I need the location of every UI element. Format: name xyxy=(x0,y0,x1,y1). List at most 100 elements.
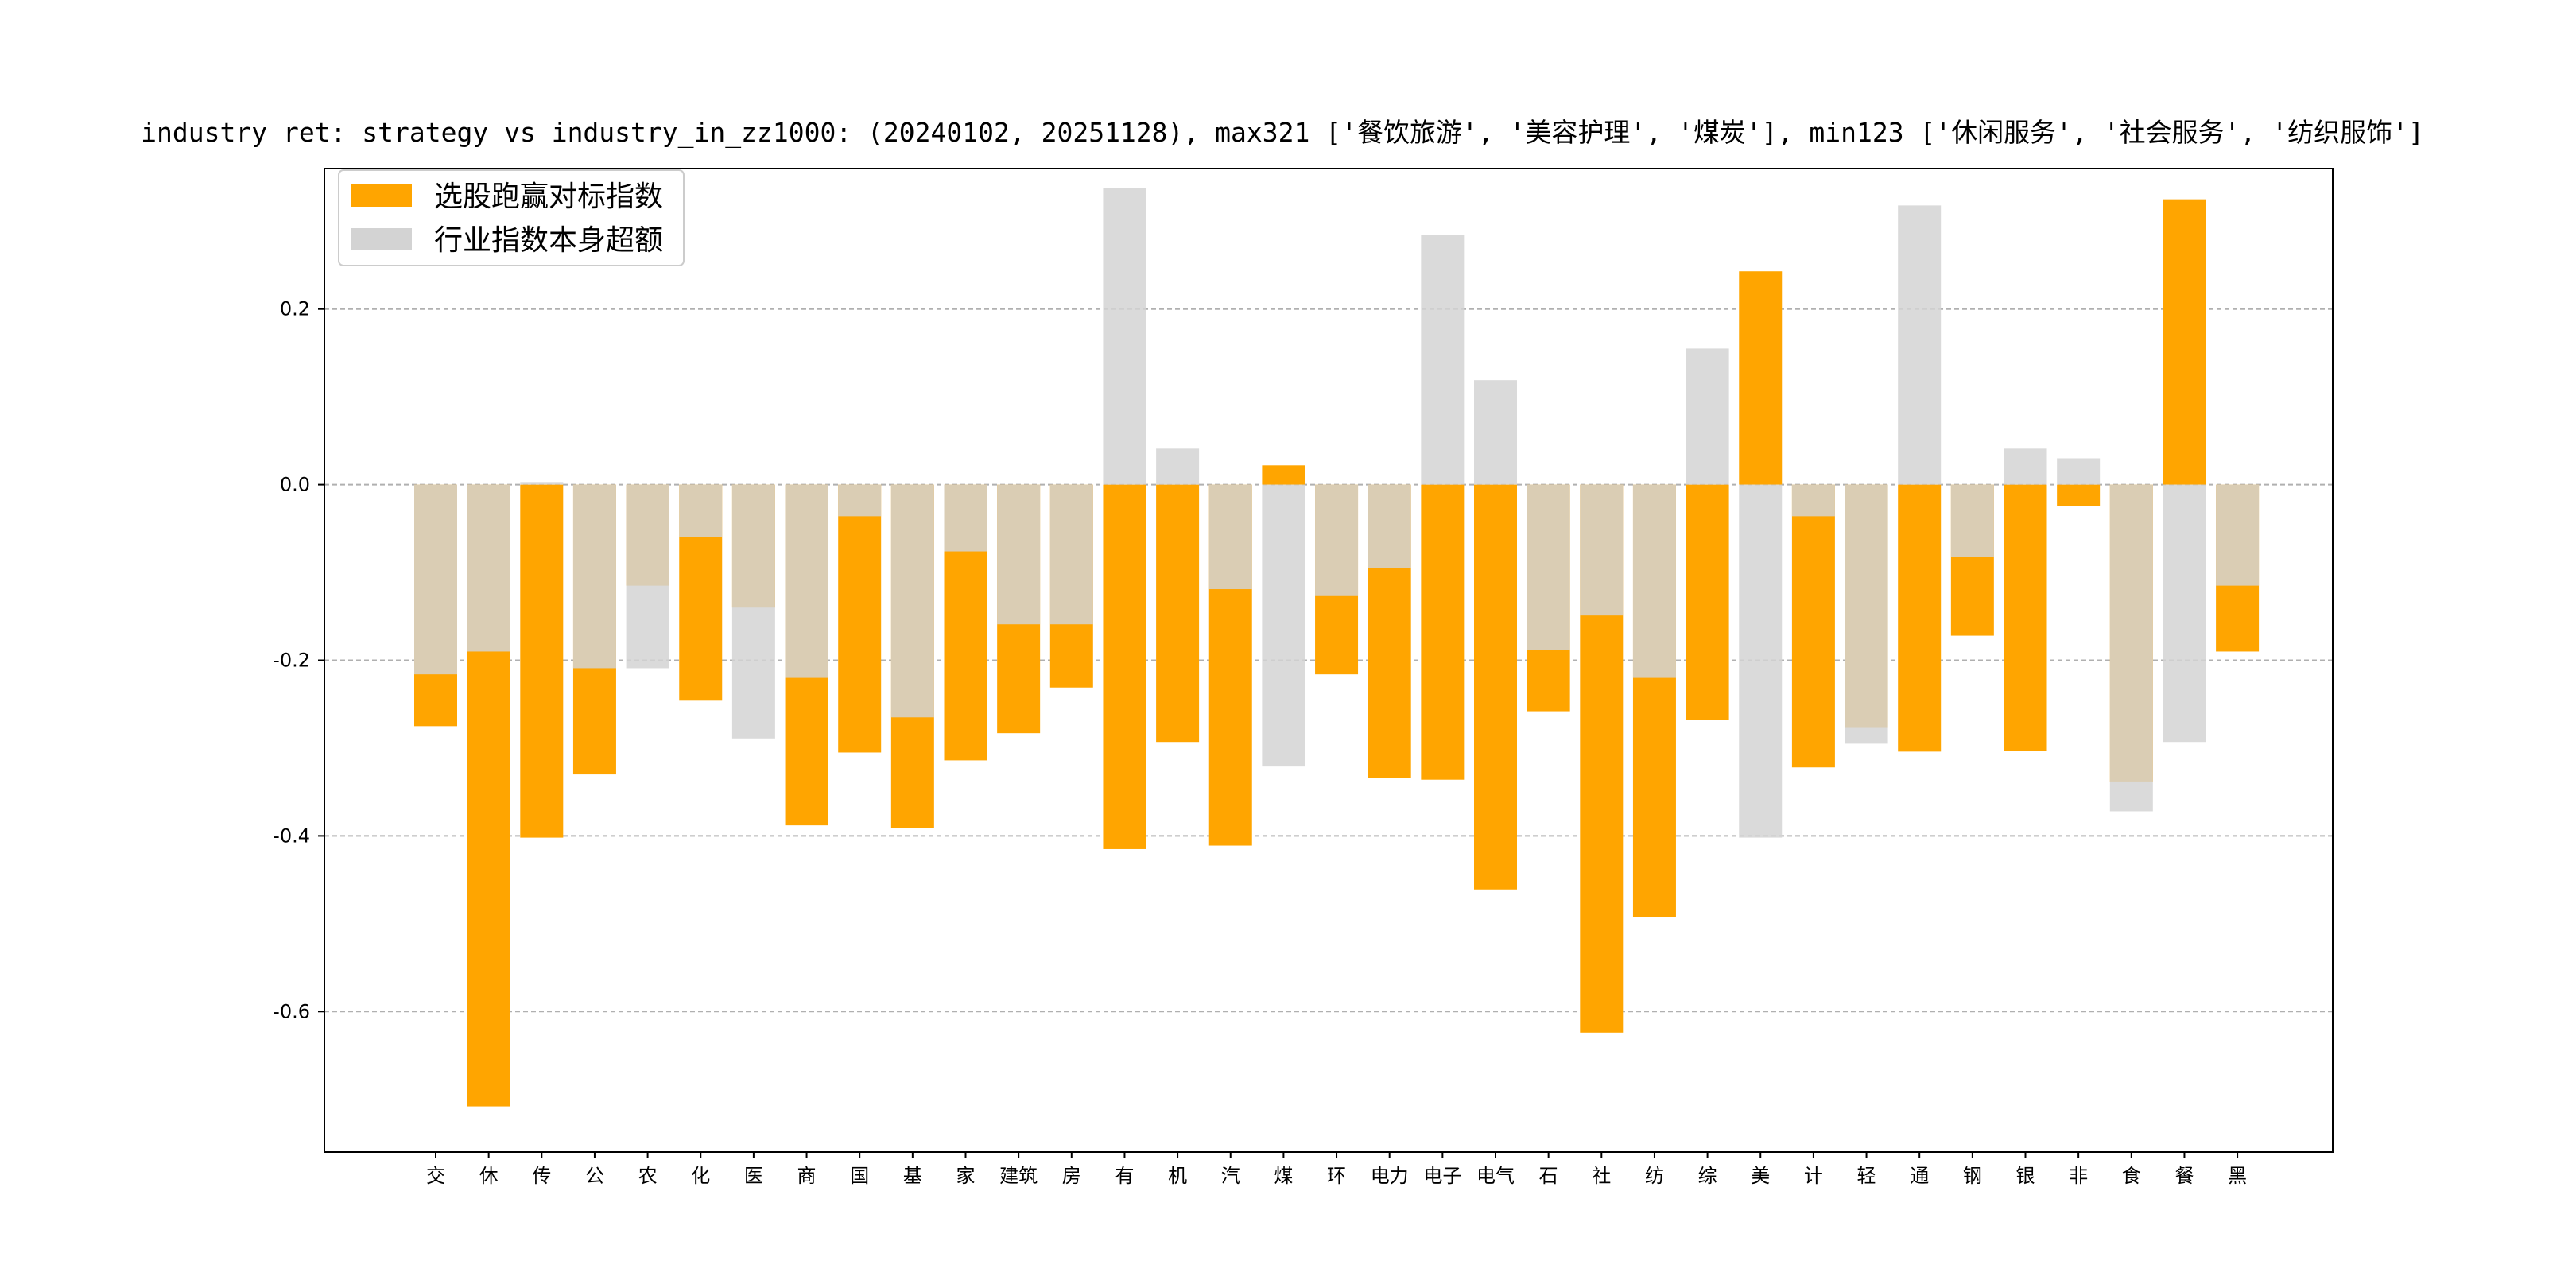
x-tick-label: 银 xyxy=(2016,1165,2035,1187)
x-tick-label: 家 xyxy=(956,1165,976,1187)
bar-industry-excess xyxy=(626,484,669,669)
bar-industry-excess xyxy=(731,484,775,739)
x-tick-label: 纺 xyxy=(1645,1165,1664,1187)
x-tick-label: 传 xyxy=(532,1165,551,1187)
x-tick-label: 社 xyxy=(1592,1165,1611,1187)
bar-outperform xyxy=(1686,484,1729,720)
bar-industry-excess xyxy=(1262,484,1305,767)
bar-outperform xyxy=(1898,484,1942,752)
bar-outperform xyxy=(1262,465,1305,485)
bar-industry-excess xyxy=(1368,484,1411,568)
bar-industry-excess xyxy=(1580,484,1624,616)
bar-outperform xyxy=(520,484,564,838)
x-tick-label: 钢 xyxy=(1963,1165,1982,1187)
legend-swatch-outperform xyxy=(351,184,412,207)
x-tick-label: 医 xyxy=(744,1165,763,1187)
x-tick-label: 通 xyxy=(1910,1165,1929,1187)
x-tick-label: 建筑 xyxy=(999,1165,1038,1187)
y-tick-label: 0.2 xyxy=(280,298,310,320)
x-tick-label: 农 xyxy=(638,1165,658,1187)
y-tick-label: -0.4 xyxy=(273,824,310,847)
series-1 xyxy=(414,188,2260,838)
bar-industry-excess xyxy=(1845,484,1888,744)
y-tick-label: -0.2 xyxy=(273,650,310,672)
x-tick-label: 石 xyxy=(1539,1165,1558,1187)
series-0 xyxy=(414,199,2260,1107)
x-tick-label: 房 xyxy=(1062,1165,1081,1187)
x-tick-label: 交 xyxy=(426,1165,445,1187)
bar-industry-excess xyxy=(1739,484,1783,838)
bar-industry-excess xyxy=(467,484,510,652)
x-tick-label: 煤 xyxy=(1274,1165,1293,1187)
bar-outperform xyxy=(2163,199,2206,485)
x-tick-label: 电子 xyxy=(1423,1165,1461,1187)
bar-industry-excess xyxy=(1632,484,1676,678)
bar-industry-excess xyxy=(1049,484,1093,625)
bar-industry-excess xyxy=(1791,484,1835,517)
bar-industry-excess xyxy=(572,484,616,669)
bar-outperform xyxy=(1739,271,1783,485)
bar-outperform xyxy=(2057,484,2101,506)
bar-industry-excess xyxy=(1208,484,1252,590)
bar-industry-excess xyxy=(1527,484,1570,650)
bar-outperform xyxy=(1156,484,1200,743)
bar-industry-excess xyxy=(1950,484,1994,557)
x-tick-label: 食 xyxy=(2122,1165,2141,1187)
bar-industry-excess xyxy=(1315,484,1359,596)
bar-industry-excess xyxy=(1686,348,1729,485)
x-tick-label: 餐 xyxy=(2174,1165,2194,1187)
bar-industry-excess xyxy=(520,482,564,485)
x-tick-label: 汽 xyxy=(1221,1165,1240,1187)
x-tick-label: 黑 xyxy=(2228,1165,2247,1187)
bar-industry-excess xyxy=(2163,484,2206,743)
x-tick-label: 国 xyxy=(850,1165,869,1187)
bar-industry-excess xyxy=(890,484,934,718)
x-tick-label: 环 xyxy=(1327,1165,1346,1187)
bar-industry-excess xyxy=(1421,235,1465,485)
x-tick-label: 综 xyxy=(1698,1165,1717,1187)
bar-industry-excess xyxy=(1156,448,1200,485)
bar-industry-excess xyxy=(1898,205,1942,485)
x-tick-label: 公 xyxy=(585,1165,604,1187)
bar-industry-excess xyxy=(2057,458,2101,485)
bar-industry-excess xyxy=(997,484,1041,625)
x-tick-label: 电气 xyxy=(1476,1165,1515,1187)
x-tick-label: 非 xyxy=(2069,1165,2088,1187)
x-axis: 交 休 传 公 农 化 医 商 国 基 家 建筑 房 有 机 汽 煤 环 电力 电子 电气 石 社 纺 综 美 计 轻 通 钢 银 非 食 餐 黑 xyxy=(426,1152,2247,1187)
bar-outperform xyxy=(838,484,882,753)
bar-industry-excess xyxy=(1103,188,1146,485)
y-tick-label: -0.6 xyxy=(273,1000,310,1022)
x-tick-label: 有 xyxy=(1115,1165,1134,1187)
bar-industry-excess xyxy=(838,484,882,517)
chart-title: industry ret: strategy vs industry_in_zz… xyxy=(141,117,2424,149)
bar-outperform xyxy=(1474,484,1517,890)
bar-industry-excess xyxy=(1474,380,1517,485)
legend-label-industry-excess: 行业指数本身超额 xyxy=(434,224,663,257)
x-tick-label: 休 xyxy=(479,1165,499,1187)
bar-industry-excess xyxy=(2109,484,2153,812)
bar-outperform xyxy=(1421,484,1465,780)
legend-label-outperform: 选股跑赢对标指数 xyxy=(434,180,663,213)
bar-outperform xyxy=(1103,484,1146,849)
bars xyxy=(414,188,2260,1107)
x-tick-label: 基 xyxy=(903,1165,922,1187)
bar-industry-excess xyxy=(2004,448,2047,485)
bar-outperform xyxy=(2004,484,2047,751)
x-tick-label: 电力 xyxy=(1371,1165,1409,1187)
x-tick-label: 化 xyxy=(691,1165,710,1187)
x-tick-label: 机 xyxy=(1168,1165,1187,1187)
x-tick-label: 计 xyxy=(1804,1165,1823,1187)
legend-swatch-industry-excess xyxy=(351,228,412,250)
bar-outperform xyxy=(1791,484,1835,768)
bar-industry-excess xyxy=(2216,484,2260,586)
bar-industry-excess xyxy=(679,484,723,537)
bar-industry-excess xyxy=(944,484,987,552)
legend: 选股跑赢对标指数 行业指数本身超额 xyxy=(338,169,685,266)
bar-industry-excess xyxy=(785,484,828,678)
y-axis: 0.2 0.0 -0.2 -0.4 -0.6 xyxy=(273,298,324,1022)
y-tick-label: 0.0 xyxy=(280,474,310,496)
x-tick-label: 轻 xyxy=(1857,1165,1876,1187)
legend-box xyxy=(338,169,685,266)
bar-industry-excess xyxy=(414,484,457,675)
